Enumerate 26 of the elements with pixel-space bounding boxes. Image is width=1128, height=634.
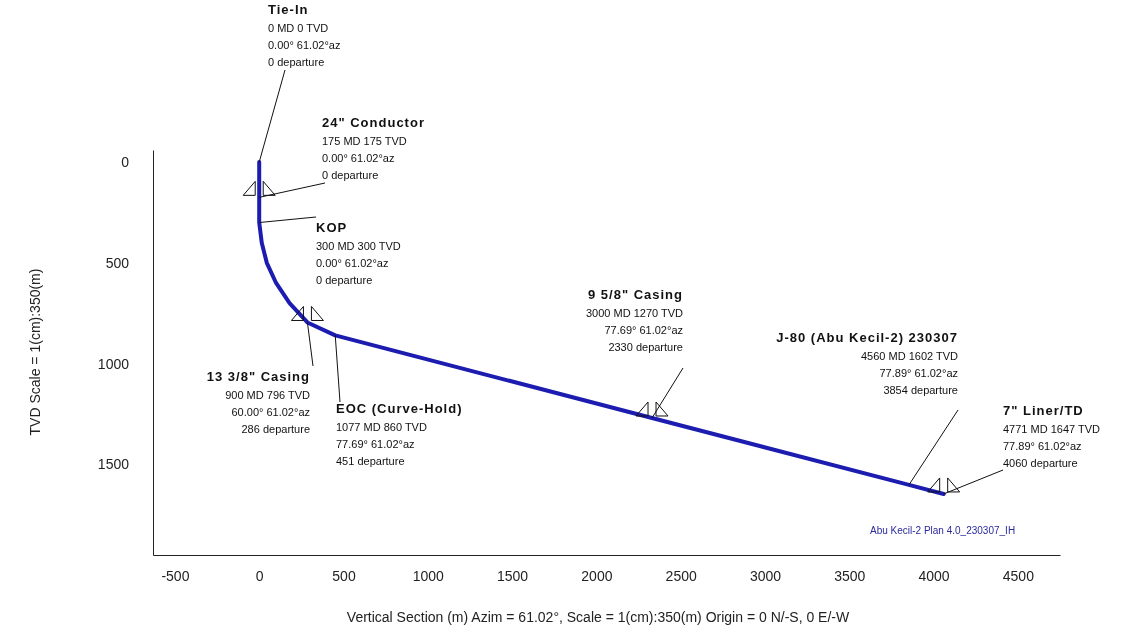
x-tick-label: 3000 [749, 567, 782, 584]
y-tick-label: 500 [105, 254, 130, 271]
x-tick-label: 500 [332, 567, 356, 584]
annotation: Tie-In 0 MD 0 TVD 0.00° 61.02°az 0 departure [268, 2, 341, 68]
y-tick-label: 1000 [97, 355, 130, 372]
annotation: 13 3/8" Casing 900 MD 796 TVD 60.00° 61.02°az 286 departure [206, 369, 311, 435]
x-tick-label: 4500 [1002, 567, 1035, 584]
x-axis-title: Vertical Section (m) Azim = 61.02°, Scale = 1(cm):350(m) Origin = 0 N/-S, 0 E/-W [346, 609, 850, 625]
annotation: 7" Liner/TD 4771 MD 1647 TVD 77.89° 61.02°az 4060 departure [1003, 403, 1101, 469]
y-tick-label: 1500 [97, 456, 130, 473]
x-tick-label: 2500 [665, 567, 697, 584]
annotation: J-80 (Abu Kecil-2) 230307 4560 MD 1602 TVD 77.89° 61.02°az 3854 departure [776, 330, 959, 396]
annotation: KOP 300 MD 300 TVD 0.00° 61.02°az 0 departure [316, 220, 401, 286]
x-tick-label: 1500 [497, 567, 529, 584]
x-tick-label: 1000 [412, 567, 445, 584]
x-tick-label: -500 [161, 567, 190, 584]
y-axis-title: TVD Scale = 1(cm):350(m) [27, 268, 43, 436]
x-tick-label: 4000 [918, 567, 950, 584]
x-tick-label: 3500 [834, 567, 866, 584]
annotation: Abu Kecil-2 Plan 4.0_230307_IH [870, 525, 1016, 536]
y-tick-label: 0 [121, 154, 130, 171]
annotation: 24" Conductor 175 MD 175 TVD 0.00° 61.02°az 0 departure [322, 115, 425, 181]
x-tick-label: 0 [255, 567, 264, 584]
x-tick-label: 2000 [581, 567, 613, 584]
annotation: 9 5/8" Casing 3000 MD 1270 TVD 77.69° 61.02°az 2330 departure [585, 287, 684, 353]
annotation: EOC (Curve-Hold) 1077 MD 860 TVD 77.69° 61.02°az 451 departure [336, 401, 463, 467]
